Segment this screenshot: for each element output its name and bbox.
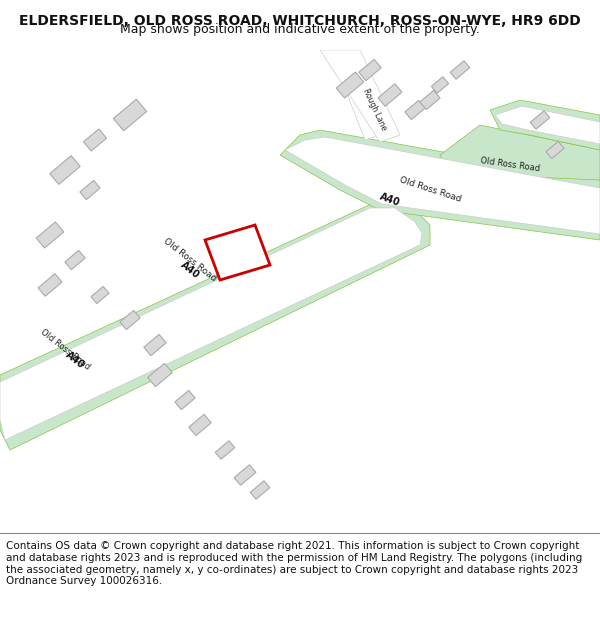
Polygon shape: [0, 200, 430, 450]
Polygon shape: [359, 59, 381, 81]
Polygon shape: [144, 334, 166, 356]
Polygon shape: [175, 391, 195, 409]
Polygon shape: [189, 414, 211, 436]
Polygon shape: [405, 101, 425, 119]
Text: A40: A40: [379, 192, 401, 208]
Text: A40: A40: [64, 349, 86, 371]
Polygon shape: [65, 251, 85, 269]
Text: A40: A40: [179, 259, 202, 281]
Polygon shape: [50, 156, 80, 184]
Text: Old Ross Road: Old Ross Road: [479, 156, 541, 174]
Polygon shape: [215, 441, 235, 459]
Polygon shape: [36, 222, 64, 248]
Polygon shape: [91, 286, 109, 304]
Polygon shape: [205, 225, 270, 280]
Polygon shape: [0, 208, 422, 440]
Polygon shape: [250, 481, 270, 499]
Polygon shape: [440, 125, 600, 180]
Polygon shape: [530, 111, 550, 129]
Polygon shape: [320, 50, 400, 142]
Polygon shape: [80, 181, 100, 199]
Text: ELDERSFIELD, OLD ROSS ROAD, WHITCHURCH, ROSS-ON-WYE, HR9 6DD: ELDERSFIELD, OLD ROSS ROAD, WHITCHURCH, …: [19, 14, 581, 28]
Polygon shape: [330, 50, 380, 140]
Text: Old Ross Road: Old Ross Road: [38, 328, 91, 372]
Polygon shape: [378, 84, 402, 106]
Polygon shape: [234, 465, 256, 485]
Polygon shape: [495, 106, 600, 144]
Polygon shape: [120, 311, 140, 329]
Polygon shape: [285, 137, 600, 234]
Text: Old Ross Road: Old Ross Road: [398, 176, 462, 204]
Text: Rough Lane: Rough Lane: [361, 88, 389, 132]
Polygon shape: [420, 91, 440, 109]
Polygon shape: [83, 129, 107, 151]
Polygon shape: [490, 100, 600, 150]
Polygon shape: [113, 99, 146, 131]
Polygon shape: [280, 130, 600, 240]
Polygon shape: [148, 363, 172, 387]
Polygon shape: [38, 274, 62, 296]
Polygon shape: [336, 72, 364, 98]
Text: Contains OS data © Crown copyright and database right 2021. This information is : Contains OS data © Crown copyright and d…: [6, 541, 582, 586]
Polygon shape: [450, 61, 470, 79]
Text: Map shows position and indicative extent of the property.: Map shows position and indicative extent…: [120, 23, 480, 36]
Text: Old Ross Road: Old Ross Road: [162, 237, 218, 283]
Polygon shape: [546, 141, 564, 159]
Polygon shape: [431, 77, 449, 93]
